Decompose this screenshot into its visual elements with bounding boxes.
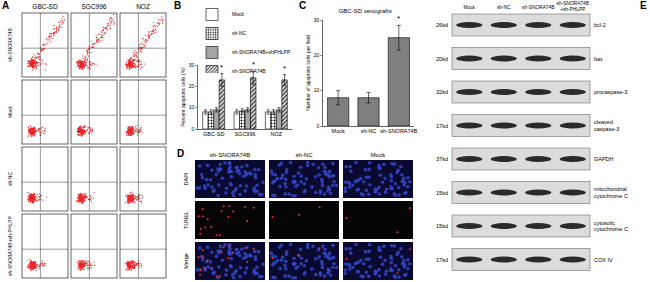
svg-text:Merge: Merge xyxy=(183,253,189,269)
svg-text:sh-SNORA74B: sh-SNORA74B xyxy=(232,68,266,73)
svg-text:cleaved: cleaved xyxy=(594,119,613,125)
svg-text:sh-SNORA74B: sh-SNORA74B xyxy=(7,28,13,62)
svg-text:GBC-SD: GBC-SD xyxy=(32,3,58,10)
svg-text:sh-SNORA74B: sh-SNORA74B xyxy=(210,152,250,158)
svg-text:*: * xyxy=(283,64,286,73)
svg-text:GBC-SD xenografts: GBC-SD xenografts xyxy=(339,8,392,14)
svg-text:SGC996: SGC996 xyxy=(82,3,107,10)
html-text:E: E xyxy=(640,0,647,11)
svg-text:NOZ: NOZ xyxy=(271,131,283,137)
svg-text:GBC-SD: GBC-SD xyxy=(203,131,224,137)
svg-text:20: 20 xyxy=(189,83,195,89)
svg-text:17kd: 17kd xyxy=(436,257,448,263)
svg-text:37kd: 37kd xyxy=(436,156,448,162)
svg-text:COX IV: COX IV xyxy=(594,257,613,263)
svg-text:sh-NC: sh-NC xyxy=(361,128,377,134)
svg-text:sh-NC: sh-NC xyxy=(7,172,13,187)
svg-text:20kd: 20kd xyxy=(436,56,448,62)
svg-text:*: * xyxy=(252,60,255,69)
svg-text:Number of apoptotic cells per: Number of apoptotic cells per field xyxy=(305,35,311,111)
html-text:A: A xyxy=(2,0,10,11)
html-text:C: C xyxy=(299,0,307,11)
svg-text:procaspase-3: procaspase-3 xyxy=(594,89,627,95)
svg-text:GAPDH: GAPDH xyxy=(594,156,614,162)
svg-text:+sh-PHLPP: +sh-PHLPP xyxy=(560,7,585,12)
svg-text:Mock: Mock xyxy=(464,5,476,10)
svg-text:TUNEL: TUNEL xyxy=(183,211,189,229)
svg-text:30: 30 xyxy=(314,17,320,23)
svg-text:DAPI: DAPI xyxy=(183,172,189,185)
svg-text:15kd: 15kd xyxy=(436,190,448,196)
svg-text:15kd: 15kd xyxy=(436,223,448,229)
svg-text:10: 10 xyxy=(189,104,195,110)
svg-text:sh-SNORA74B: sh-SNORA74B xyxy=(557,1,589,6)
html-text:B: B xyxy=(174,0,182,11)
svg-text:Percent apoptotic cells (%): Percent apoptotic cells (%) xyxy=(180,67,186,127)
svg-text:26kd: 26kd xyxy=(436,22,448,28)
svg-text:*: * xyxy=(220,63,223,72)
svg-text:Mock: Mock xyxy=(332,128,345,134)
svg-text:30: 30 xyxy=(189,62,195,68)
svg-text:sh-SNORA74B+sh-PHLPP: sh-SNORA74B+sh-PHLPP xyxy=(7,215,13,276)
svg-text:32kd: 32kd xyxy=(436,89,448,95)
svg-text:0: 0 xyxy=(317,123,320,129)
svg-text:sh-NC: sh-NC xyxy=(497,5,511,10)
svg-text:cytochrome C: cytochrome C xyxy=(594,226,628,232)
svg-text:0: 0 xyxy=(192,126,195,132)
svg-text:caspase-3: caspase-3 xyxy=(594,126,619,132)
svg-text:cytosolic: cytosolic xyxy=(594,220,615,226)
svg-text:sh-SNORA74B: sh-SNORA74B xyxy=(380,128,417,134)
html-text:D: D xyxy=(177,148,185,159)
svg-text:sh-NC: sh-NC xyxy=(295,152,313,158)
svg-text:cytochrome C: cytochrome C xyxy=(594,193,628,199)
svg-text:17kd: 17kd xyxy=(436,123,448,129)
svg-text:*: * xyxy=(397,14,400,23)
svg-text:sh-NC: sh-NC xyxy=(232,30,247,36)
svg-text:20: 20 xyxy=(314,52,320,58)
svg-text:Mock: Mock xyxy=(232,11,244,17)
svg-text:Mock: Mock xyxy=(371,152,386,158)
svg-text:NOZ: NOZ xyxy=(136,3,150,10)
svg-text:10: 10 xyxy=(314,87,320,93)
svg-text:sh-SNORA74B+shPHLPP: sh-SNORA74B+shPHLPP xyxy=(232,49,291,55)
svg-text:bcl-2: bcl-2 xyxy=(594,22,606,28)
svg-text:mitochondrial: mitochondrial xyxy=(594,186,627,192)
svg-text:Mock: Mock xyxy=(7,106,13,118)
svg-text:bax: bax xyxy=(594,56,603,62)
svg-text:sh-SNORA74B: sh-SNORA74B xyxy=(522,5,554,10)
svg-text:SGC996: SGC996 xyxy=(234,131,255,137)
